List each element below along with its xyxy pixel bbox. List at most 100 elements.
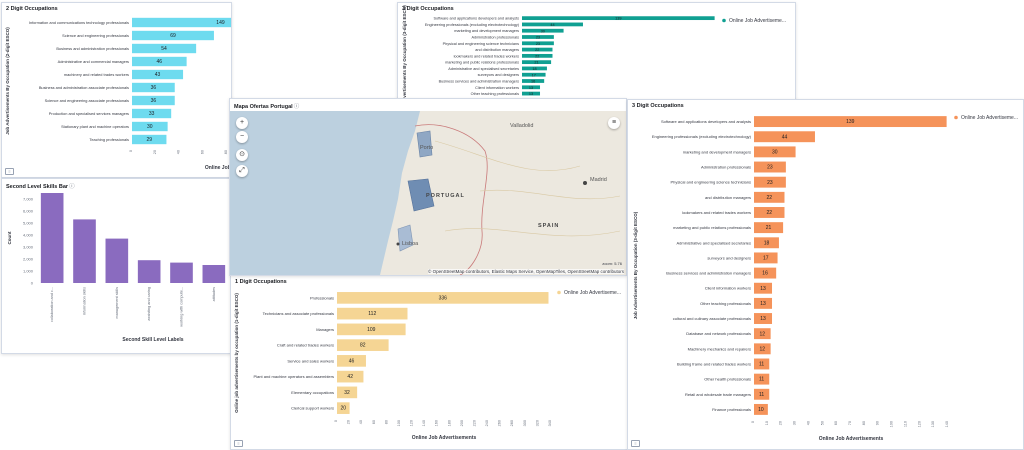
x-tick-label: 220	[472, 420, 476, 426]
fit-to-data-button[interactable]: ⊙	[236, 149, 248, 161]
data-label: 36	[151, 85, 157, 91]
panel-3-digit-occupations-top: 3 Digit Occupations Job Advertisements B…	[397, 2, 796, 104]
category-label: Craft and related trades workers	[277, 343, 334, 348]
legend-label: Online Job Advertiseme...	[564, 290, 621, 296]
expand-map-button[interactable]: ⤢	[236, 165, 248, 177]
map-label-spain: SPAIN	[538, 223, 560, 229]
data-label: 13	[760, 316, 766, 322]
data-label: 149	[216, 20, 225, 26]
info-icon[interactable]: ⓘ	[69, 184, 75, 190]
bar	[754, 146, 796, 158]
bar	[522, 16, 715, 21]
bar	[132, 82, 175, 93]
data-label: 17	[763, 256, 769, 262]
bar	[754, 373, 770, 385]
category-label: Administrative and specialised secretari…	[677, 240, 751, 245]
info-icon[interactable]: ⓘ	[293, 104, 300, 110]
bar	[170, 262, 193, 283]
category-label: Retail and wholesale trade managers	[685, 392, 751, 397]
category-label: Science and engineering associate profes…	[45, 98, 129, 103]
bar	[337, 292, 549, 304]
x-axis-title: Second Skill Level Labels	[122, 337, 183, 343]
bar	[337, 402, 350, 414]
bar	[522, 66, 547, 71]
y-axis-title: Job Advertisements By Occupation (2-digi…	[5, 27, 10, 135]
panel-title: 2 Digit Occupations	[6, 6, 58, 12]
category-label: machinery and related trades workers	[64, 72, 129, 77]
data-label: 30	[541, 29, 545, 33]
legend: Online Job Advertiseme...	[557, 290, 621, 296]
map-graphic	[230, 111, 626, 275]
category-label: lookmakers and related trades workers	[682, 210, 751, 215]
map-attribution[interactable]: © OpenStreetMap contributors, Elastic Ma…	[428, 269, 624, 274]
category-label: cultural and culinary associate professi…	[673, 316, 751, 321]
data-label: 32	[344, 390, 350, 396]
category-label: Production and specialised services mana…	[49, 111, 129, 116]
bar	[754, 131, 815, 143]
data-label: 17	[532, 73, 536, 77]
x-tick-label: 10	[765, 421, 769, 425]
x-tick-label: 240	[485, 420, 489, 426]
data-label: 18	[764, 240, 770, 246]
table-toggle-icon[interactable]: ≡	[631, 440, 640, 447]
bar	[337, 355, 366, 367]
data-label: 29	[146, 137, 152, 143]
x-tick-label: assisting and caring	[147, 287, 151, 321]
map-label-lisboa: Lisboa	[402, 241, 419, 247]
panel-title: Mapa Ofertas Portugalⓘ	[234, 104, 300, 110]
bar	[754, 313, 773, 324]
x-axis-title: Online Job Advertisements	[412, 435, 477, 441]
x-tick-label: working with compute...	[180, 287, 184, 327]
y-axis-title: Count	[7, 231, 12, 244]
category-label: Finance professionals	[712, 407, 751, 412]
x-tick-label: 300	[523, 420, 527, 426]
bar	[522, 35, 554, 39]
map-canvas[interactable]: Valladolid PORTUGAL Madrid SPAIN Lisboa …	[230, 111, 626, 275]
category-label: Other teaching professionals	[471, 92, 519, 96]
panel-2-digit-occupations: 2 Digit Occupations Job Advertisements B…	[1, 2, 232, 178]
category-label: marketing and development managers	[454, 29, 519, 33]
layers-button[interactable]: ≡	[608, 117, 620, 129]
x-tick-label: 0	[129, 150, 133, 152]
x-tick-label: 0	[751, 421, 755, 423]
panel-title: 3 Digit Occupations	[632, 103, 684, 109]
data-label: 18	[532, 67, 536, 71]
x-tick-label: 40	[177, 150, 181, 154]
bar	[754, 222, 784, 234]
bar	[754, 403, 768, 415]
panel-second-level-skills: Second Level Skills Barⓘ 0 1,000 2,000 3,00…	[1, 178, 232, 354]
data-label: 22	[535, 54, 539, 58]
category-label: marketing and public relations professio…	[445, 61, 519, 65]
panel-title: Second Level Skills Barⓘ	[6, 184, 75, 190]
data-label: 44	[782, 134, 788, 140]
bar	[754, 176, 786, 188]
zoom-in-button[interactable]: +	[236, 117, 248, 129]
bar	[132, 17, 231, 28]
bar	[132, 69, 184, 80]
category-label: Science and engineering professionals	[62, 33, 129, 38]
bar	[132, 56, 187, 67]
map-zoom-readout: zoom: 5.76	[602, 261, 622, 266]
x-tick-label: 0	[334, 420, 338, 422]
data-label: 11	[759, 362, 764, 368]
category-label: and distribution managers	[475, 48, 519, 52]
table-toggle-icon[interactable]: ≡	[5, 168, 14, 175]
zoom-out-button[interactable]: −	[236, 131, 248, 143]
category-label: Business and administration associate pr…	[39, 85, 129, 90]
y-tick-label: 5,000	[23, 221, 34, 226]
y-axis-title: Job Advertisements By Occupation (3-digi…	[402, 5, 407, 103]
data-label: 44	[550, 23, 554, 27]
map-label-portugal: PORTUGAL	[426, 193, 465, 199]
bar	[132, 134, 167, 145]
bar	[754, 252, 778, 264]
table-toggle-icon[interactable]: ≡	[234, 440, 243, 447]
bar	[132, 108, 172, 119]
data-label: 30	[772, 149, 778, 155]
x-tick-label: collaboration and c...	[50, 287, 54, 322]
legend: Online Job Advertiseme...	[954, 115, 1018, 121]
category-label: Client information workers	[475, 86, 519, 90]
bar	[754, 297, 773, 309]
category-label: Clerical support workers	[291, 406, 334, 411]
category-label: surveyors and designers	[478, 73, 519, 77]
category-label: Administrative and specialised secretari…	[448, 67, 519, 71]
